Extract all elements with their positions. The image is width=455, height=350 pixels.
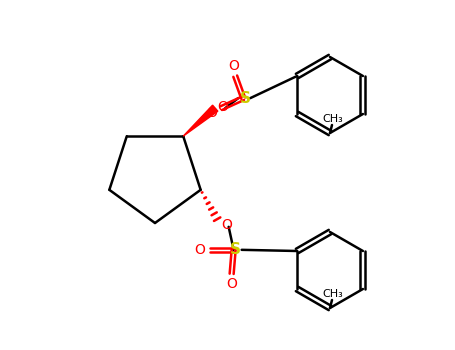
Text: O: O: [194, 243, 205, 257]
Text: CH₃: CH₃: [323, 289, 344, 299]
Text: O: O: [228, 59, 239, 73]
Text: O: O: [221, 218, 232, 232]
Text: CH₃: CH₃: [323, 114, 344, 124]
Text: O: O: [217, 100, 228, 114]
Text: S: S: [240, 91, 251, 106]
Polygon shape: [183, 105, 218, 136]
Text: O: O: [226, 277, 237, 291]
Text: O: O: [206, 106, 217, 120]
Text: S: S: [230, 242, 241, 257]
